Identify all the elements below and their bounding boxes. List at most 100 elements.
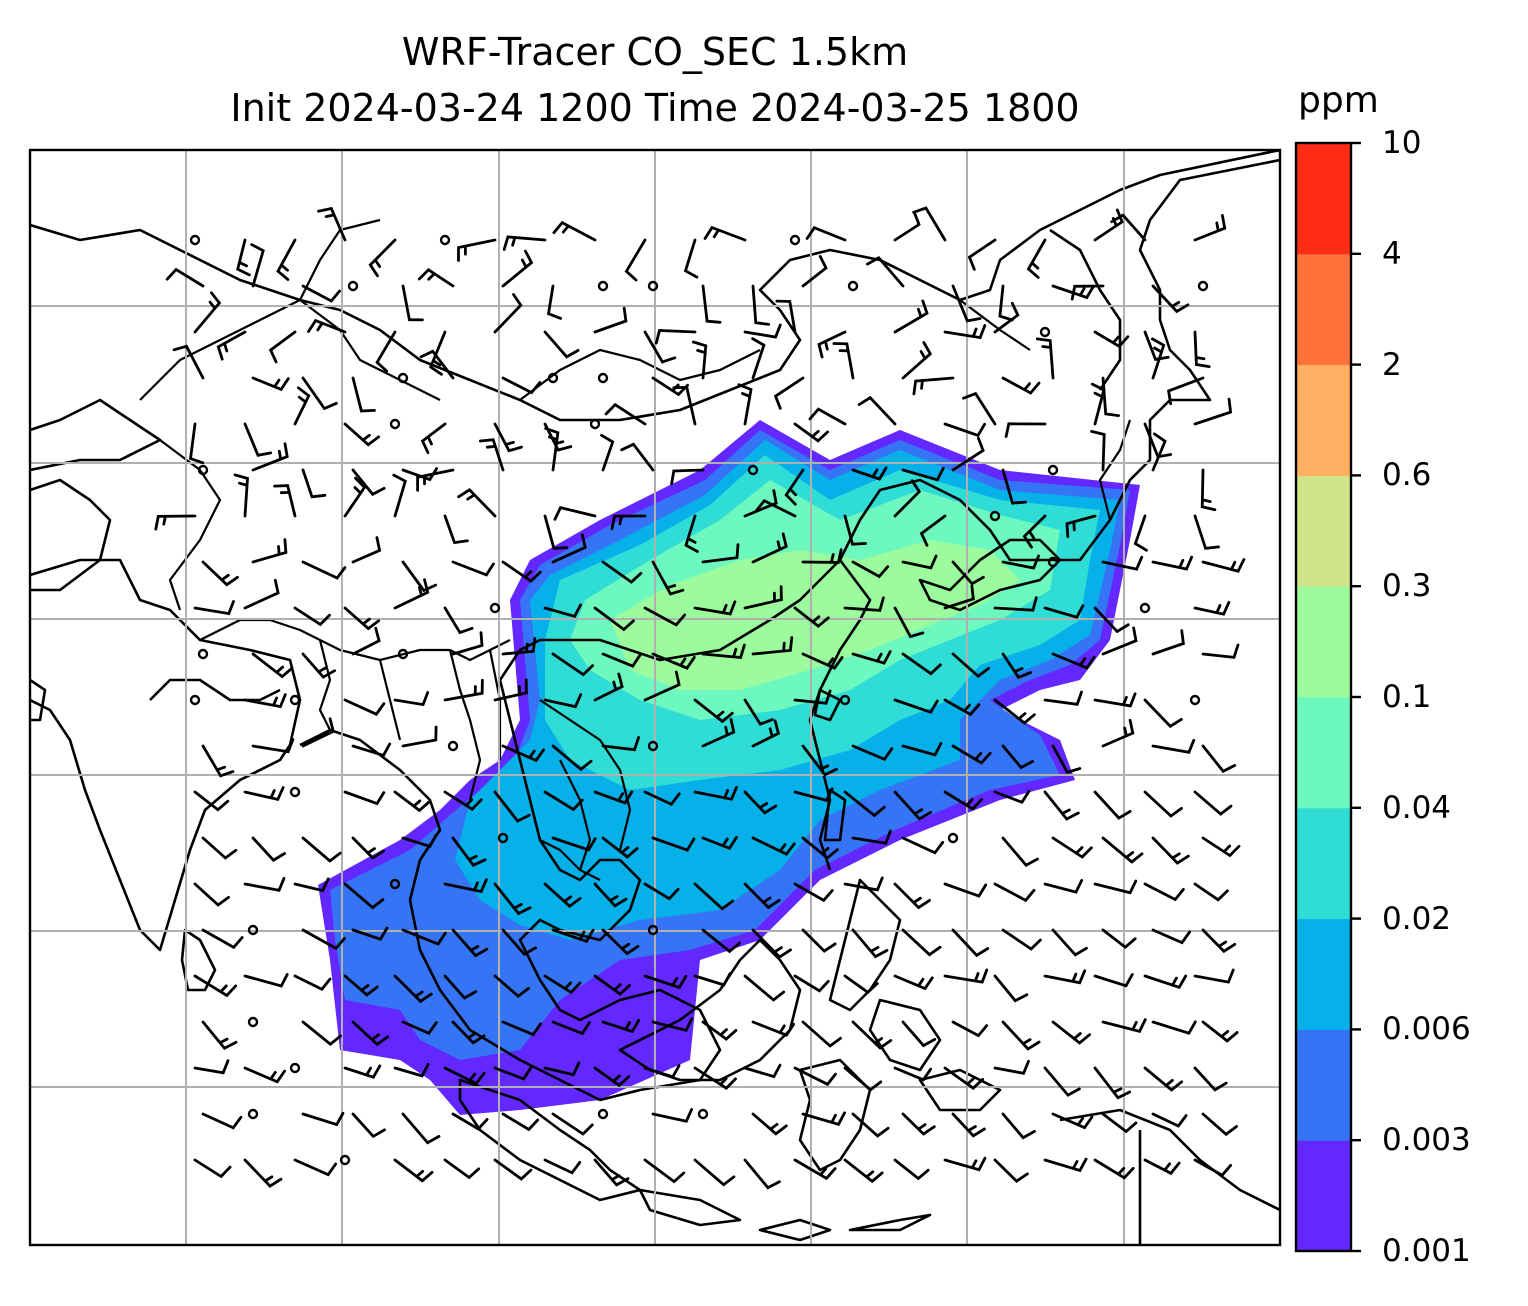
wind-barb <box>1090 430 1106 472</box>
wind-barb <box>901 1112 936 1136</box>
wind-barb <box>1151 1020 1197 1035</box>
wind-barb <box>801 548 843 564</box>
wind-barb <box>1026 238 1047 279</box>
wind-barb <box>1051 1020 1091 1045</box>
wind-barb <box>1193 1158 1233 1177</box>
calm-wind-circle <box>289 786 301 798</box>
wind-barb <box>1201 643 1240 659</box>
colorbar-swatch <box>1296 253 1351 366</box>
wind-barb <box>1093 1066 1132 1100</box>
wind-barb <box>692 340 708 380</box>
wind-barb <box>851 650 892 665</box>
wind-barb <box>1101 836 1144 864</box>
wind-barb <box>216 330 247 361</box>
colorbar-tick-label: 0.001 <box>1382 1233 1471 1269</box>
wind-barb <box>993 698 1036 725</box>
wind-barb <box>154 514 197 531</box>
wind-barb <box>1193 397 1233 426</box>
wind-barb <box>701 284 722 324</box>
wind-barb <box>620 442 655 472</box>
wind-barb <box>751 337 766 380</box>
colorbar-tick-label: 0.02 <box>1382 900 1452 937</box>
calm-wind-circle <box>847 280 859 292</box>
wind-barb <box>493 1158 533 1181</box>
wind-barb <box>773 376 805 410</box>
wind-barb <box>893 606 925 639</box>
wind-barb <box>1193 882 1229 902</box>
wind-barb <box>343 698 386 716</box>
wind-barb <box>993 596 1038 612</box>
wind-barb <box>419 349 455 380</box>
calm-wind-circle <box>989 510 1001 522</box>
wind-barb <box>701 718 736 748</box>
wind-barb <box>1201 744 1237 774</box>
wind-barb <box>851 1112 890 1138</box>
wind-barb <box>1193 968 1235 984</box>
calm-wind-circle <box>247 1108 259 1120</box>
wind-barb <box>893 974 934 991</box>
wind-barb <box>301 1111 345 1127</box>
wind-barb <box>801 1111 846 1126</box>
wind-barb <box>801 744 838 777</box>
wind-barb <box>901 652 942 676</box>
wind-barb <box>901 928 942 957</box>
wind-barb <box>1004 422 1047 438</box>
wind-barb <box>1167 376 1205 406</box>
wind-barb <box>1151 738 1196 754</box>
wind-barb <box>701 643 746 659</box>
wind-barb <box>551 533 587 564</box>
wind-barb <box>601 560 643 584</box>
wind-barb <box>201 744 235 778</box>
wind-barb <box>392 473 407 518</box>
wind-barb <box>643 1158 686 1184</box>
wind-barb <box>1001 836 1039 867</box>
wind-barb <box>743 974 786 1002</box>
wind-barb <box>1093 1158 1135 1180</box>
wind-barb <box>1143 974 1188 989</box>
wind-barb <box>543 1061 581 1077</box>
wind-barb <box>243 786 285 802</box>
wind-barb <box>843 1066 883 1092</box>
wind-barb <box>703 225 747 242</box>
wind-barb <box>393 974 433 1004</box>
wind-barb <box>1043 969 1087 985</box>
wind-barb <box>1070 284 1105 301</box>
wind-barb <box>551 1112 594 1136</box>
wind-barb <box>1093 330 1130 349</box>
wind-barb <box>193 1059 230 1075</box>
wind-barb <box>743 698 774 726</box>
wind-barb <box>301 560 347 580</box>
wind-barb <box>393 1063 430 1078</box>
wind-barb <box>593 974 632 996</box>
wind-barbs <box>154 206 1246 1190</box>
wind-barb <box>1090 382 1106 426</box>
wind-barb <box>901 466 945 482</box>
chart-subtitle: Init 2024-03-24 1200 Time 2024-03-25 180… <box>230 86 1080 130</box>
wind-barb <box>351 376 376 413</box>
wind-barb <box>1101 718 1135 748</box>
wind-barb <box>493 882 532 916</box>
colorbar-swatch <box>1296 364 1351 476</box>
wind-barb <box>651 1017 694 1032</box>
wind-barb <box>993 789 1031 805</box>
wind-barb <box>754 498 797 518</box>
calm-wind-circle <box>189 694 201 706</box>
wind-barb <box>552 220 597 242</box>
wind-barb <box>193 291 222 334</box>
wind-barb <box>1200 468 1217 512</box>
wind-barb <box>493 293 523 334</box>
wind-barb <box>593 306 628 334</box>
wind-barb <box>951 560 985 586</box>
wind-barb <box>1001 468 1027 505</box>
wind-barb <box>293 877 330 893</box>
calm-wind-circle <box>247 1016 259 1028</box>
wind-barb <box>817 330 847 359</box>
wind-barb <box>1051 744 1082 774</box>
wind-barb <box>801 1020 842 1048</box>
wind-barb <box>393 691 430 707</box>
wind-barb <box>193 1158 232 1179</box>
wind-barb <box>693 1066 737 1090</box>
wind-barb <box>893 882 931 910</box>
wind-barb <box>743 882 781 910</box>
wind-barb <box>493 974 530 999</box>
